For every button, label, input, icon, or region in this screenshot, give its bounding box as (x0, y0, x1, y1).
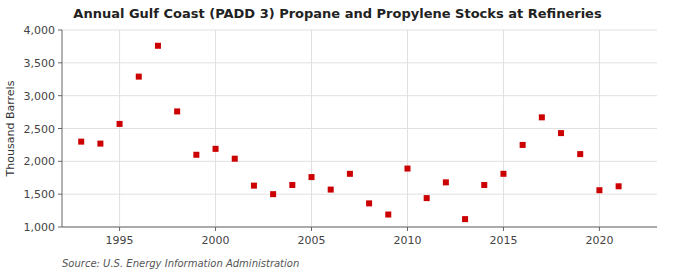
tick-label: 3,000 (24, 90, 56, 103)
tick-label: 2010 (393, 234, 421, 247)
tick-mark (503, 227, 504, 231)
tick-label: 2005 (298, 234, 326, 247)
point (213, 146, 219, 152)
tick-label: 1995 (106, 234, 134, 247)
grid-line (62, 161, 657, 162)
grid-line (62, 227, 657, 228)
tick-label: 2,000 (24, 155, 56, 168)
grid (62, 30, 657, 227)
grid-line (215, 30, 216, 227)
point (385, 212, 391, 218)
point (616, 183, 622, 189)
source-note: Source: U.S. Energy Information Administ… (62, 258, 299, 269)
point (309, 174, 315, 180)
grid-line (407, 30, 408, 227)
point (443, 179, 449, 185)
point (424, 195, 430, 201)
point (347, 171, 353, 177)
tick-mark (599, 227, 600, 231)
point (462, 216, 468, 222)
tick-mark (215, 227, 216, 231)
points (78, 43, 621, 222)
grid-line (599, 30, 600, 227)
tick-mark (58, 161, 62, 162)
tick-label: 2020 (585, 234, 613, 247)
grid-line (119, 30, 120, 227)
point (404, 166, 410, 172)
tick-label: 1,500 (24, 188, 56, 201)
tick-mark (311, 227, 312, 231)
tick-mark (58, 194, 62, 195)
grid-line (503, 30, 504, 227)
point (558, 130, 564, 136)
chart: 1,000 1,500 2,000 2,500 3,000 3,500 4,000 1995 2… (0, 0, 675, 275)
point (251, 183, 257, 189)
point (366, 200, 372, 206)
point (232, 156, 238, 162)
point (193, 152, 199, 158)
point (289, 182, 295, 188)
x-axis-line (62, 227, 657, 228)
tick-label: 2015 (489, 234, 517, 247)
tick-mark (58, 30, 62, 31)
y-axis-label: Thousand Barrels (4, 80, 17, 177)
grid-line (62, 30, 657, 31)
tick-mark (407, 227, 408, 231)
tick-mark (58, 62, 62, 63)
tick-label: 1,000 (24, 221, 56, 234)
point (596, 187, 602, 193)
axes: 1,000 1,500 2,000 2,500 3,000 3,500 4,000 1995 2… (24, 24, 658, 247)
y-axis-line (62, 30, 63, 227)
tick-label: 3,500 (24, 57, 56, 70)
grid-line (62, 194, 657, 195)
grid-line (62, 95, 657, 96)
grid-line (62, 62, 657, 63)
point (539, 114, 545, 120)
point (97, 141, 103, 147)
tick-mark (58, 128, 62, 129)
tick-label: 2,500 (24, 123, 56, 136)
tick-label: 2000 (202, 234, 230, 247)
point (136, 74, 142, 80)
point (520, 142, 526, 148)
point (500, 171, 506, 177)
point (117, 121, 123, 127)
grid-line (311, 30, 312, 227)
point (577, 151, 583, 157)
tick-mark (58, 227, 62, 228)
point (155, 43, 161, 49)
point (270, 191, 276, 197)
grid-line (62, 128, 657, 129)
point (328, 187, 334, 193)
tick-mark (119, 227, 120, 231)
point (481, 182, 487, 188)
point (78, 139, 84, 145)
point (174, 108, 180, 114)
tick-mark (58, 95, 62, 96)
title: Annual Gulf Coast (PADD 3) Propane and P… (73, 6, 602, 21)
tick-label: 4,000 (24, 24, 56, 37)
